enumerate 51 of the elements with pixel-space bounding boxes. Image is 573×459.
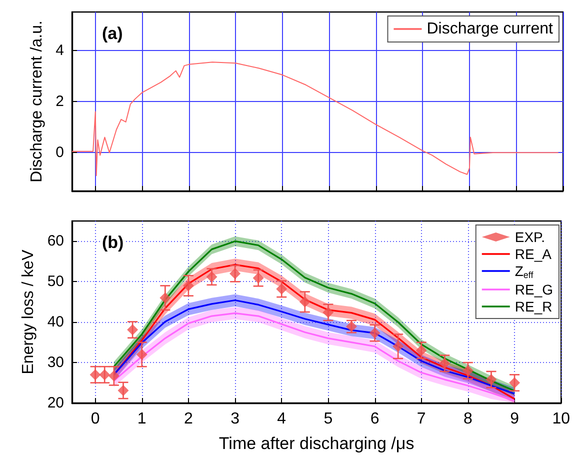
point [99,369,110,380]
x-tick-label: 3 [230,410,240,428]
x-tick-label: 2 [184,410,193,428]
y-axis-title: Energy loss / keV [20,249,37,374]
point [108,370,120,382]
point [462,365,474,376]
y-axis-title: Discharge current /a.u. [28,20,46,182]
point [439,358,450,369]
point [136,348,148,360]
x-tick-label: 7 [416,410,426,428]
y-tick-label: 30 [47,354,64,372]
point [486,374,497,386]
point [230,268,241,280]
x-tick-label: 9 [510,410,520,428]
point [322,306,334,318]
legend-label: Discharge current [426,20,554,38]
legend-label: RE_A [514,246,552,262]
x-tick-label: 4 [277,410,286,428]
y-tick-label: 50 [47,273,64,290]
point [252,272,264,284]
x-tick-label: 1 [137,410,146,428]
x-axis-title: Time after discharging /μs [218,434,414,453]
x-tick-label: 6 [370,410,380,428]
annotation: (b) [102,233,124,252]
annotation: (a) [102,24,123,43]
point [118,384,129,396]
y-tick-label: 4 [56,42,64,59]
point [276,283,288,294]
point [182,280,194,292]
point [509,377,520,388]
x-tick-label: 8 [463,410,472,428]
point [416,344,427,356]
point [160,292,171,304]
point [127,324,138,336]
x-tick-label: 5 [324,410,333,428]
y-tick-label: 20 [47,394,64,412]
point [90,369,101,380]
x-tick-label: 10 [552,410,570,428]
x-tick-label: 0 [90,410,100,428]
point [369,328,380,339]
y-tick-label: 2 [56,93,64,110]
legend-label: EXP. [514,229,545,245]
legend-label: RE_G [514,282,553,298]
point [206,271,218,282]
line-series [72,62,559,176]
y-tick-label: 40 [47,314,64,331]
point [299,296,310,308]
point [392,340,404,352]
y-tick-label: 0 [56,144,64,162]
y-tick-label: 60 [47,232,64,250]
legend-label: RE_R [514,298,552,314]
